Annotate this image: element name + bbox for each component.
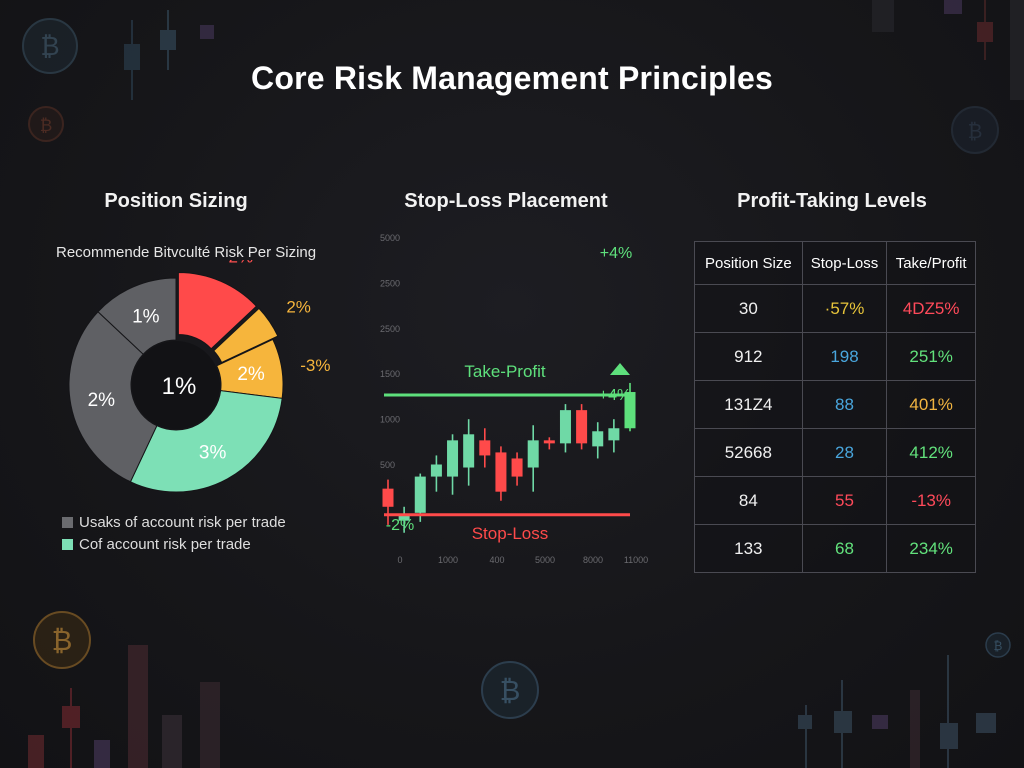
table-cell: 30	[694, 284, 803, 333]
table-cell: 55	[801, 476, 888, 525]
pie-subtitle: Recommende Bitvculté Risk Per Sizing	[56, 244, 317, 261]
stop-loss-placement-title: Stop-Loss Placement	[404, 190, 608, 212]
pie-slice	[213, 307, 279, 364]
candle-body	[382, 488, 394, 507]
pie-slice	[97, 277, 177, 355]
svg-text:₿: ₿	[968, 119, 983, 143]
legend-swatch	[62, 538, 73, 550]
column-header: Stop-Loss	[801, 241, 888, 285]
table-row: 133 68 234%	[694, 524, 976, 573]
candle-body	[559, 410, 571, 444]
svg-text:₿: ₿	[52, 624, 73, 657]
take-profit-label: Take-Profit	[464, 362, 546, 381]
candle-body	[608, 428, 620, 441]
candle-body	[576, 410, 588, 444]
table-cell: -13%	[886, 476, 976, 525]
pie-slice	[68, 311, 158, 483]
table-row: 30·57% 4Ǳ5%	[694, 284, 976, 333]
x-tick-label: 1000	[438, 555, 458, 565]
candle-body	[430, 464, 442, 477]
pie-slice-outer-label: -2%	[223, 260, 253, 267]
legend-swatch	[62, 516, 73, 528]
profit-taking-title: Profit-Taking Levels	[737, 190, 927, 212]
legend-item: Cof account risk per trade	[62, 533, 286, 555]
y-tick-label: 2500	[380, 278, 400, 288]
percent-annotation: +4%	[599, 387, 631, 404]
pie-slice	[177, 271, 258, 350]
y-tick-label: 5000	[380, 233, 400, 243]
table-cell: 88	[801, 380, 888, 429]
table-row: 131Z4 88 401%	[694, 380, 976, 429]
pie-slice-outer-label: -3%	[300, 356, 330, 375]
table-cell: 28	[801, 428, 888, 477]
table-cell: 68	[801, 524, 888, 573]
y-tick-label: 1000	[380, 415, 400, 425]
percent-annotation: +4%	[600, 245, 632, 262]
table-cell: 234%	[886, 524, 976, 573]
table-cell: 52668	[694, 428, 803, 477]
svg-text:₿: ₿	[40, 32, 59, 62]
table-cell: 412%	[886, 428, 976, 477]
donut-hole	[132, 341, 220, 429]
table-cell: 4Ǳ5%	[886, 284, 976, 333]
table-cell: 133	[694, 524, 803, 573]
x-tick-label: 5000	[535, 555, 555, 565]
candle-body	[463, 434, 475, 468]
candle-body	[447, 440, 459, 477]
table-cell: 251%	[886, 332, 976, 381]
candle-body	[398, 514, 410, 521]
column-header: Position Size	[694, 241, 803, 285]
svg-text:₿: ₿	[500, 674, 521, 707]
y-tick-label: 500	[380, 460, 395, 470]
svg-text:₿: ₿	[994, 639, 1003, 653]
y-tick-label: 1500	[380, 369, 400, 379]
candle-body	[527, 440, 539, 468]
table-cell: 912	[694, 332, 803, 381]
candle-body	[414, 476, 426, 513]
table-row: 912 198 251%	[694, 332, 976, 381]
position-sizing-title: Position Sizing	[104, 190, 248, 212]
legend-item: Usaks of account risk per trade	[62, 511, 286, 533]
pie-slice-inner-label: 2%	[237, 364, 265, 385]
candle-body	[624, 392, 636, 429]
candle-body	[511, 458, 523, 477]
table-cell: 401%	[886, 380, 976, 429]
table-row: 52668 28 412%	[694, 428, 976, 477]
table-cell: ·57%	[801, 284, 888, 333]
y-tick-label: 2500	[380, 324, 400, 334]
candle-body	[543, 440, 555, 444]
donut-center-label: 1%	[162, 373, 197, 400]
stop-loss-label: Stop-Loss	[472, 524, 549, 543]
candle-body	[495, 452, 507, 492]
x-tick-label: 11000	[624, 555, 648, 565]
pie-slice-inner-label: 2%	[88, 390, 116, 411]
column-header: Take/Profit	[886, 241, 976, 285]
x-tick-label: 400	[489, 555, 504, 565]
pie-slice-inner-label: 3%	[199, 443, 227, 464]
table-cell: 131Z4	[694, 380, 803, 429]
pie-slice-outer-label: 2%	[286, 298, 311, 317]
profit-taking-table: Position Size Stop-Loss Take/Profit 30·5…	[694, 241, 976, 573]
candle-body	[479, 440, 491, 456]
pie-slice	[129, 390, 283, 493]
svg-text:₿: ₿	[40, 116, 53, 136]
x-tick-label: 0	[397, 555, 402, 565]
candle-body	[592, 431, 604, 447]
page-title: Core Risk Management Principles	[251, 60, 773, 96]
up-arrow-icon	[610, 363, 630, 376]
pie-slice-inner-label: 1%	[132, 306, 160, 327]
table-row: 84 55 -13%	[694, 476, 976, 525]
pie-legend: Usaks of account risk per trade Cof acco…	[62, 511, 286, 555]
x-tick-label: 8000	[583, 555, 603, 565]
legend-label: Usaks of account risk per trade	[79, 513, 286, 531]
table-cell: 84	[694, 476, 803, 525]
percent-annotation: -2%	[386, 517, 414, 534]
table-header-row: Position Size Stop-Loss Take/Profit	[694, 241, 976, 285]
legend-label: Cof account risk per trade	[79, 535, 251, 553]
position-sizing-donut-chart: -2% 2% 2% -3% 3% 2% 1% 1%	[68, 260, 330, 493]
table-cell: 198	[801, 332, 888, 381]
